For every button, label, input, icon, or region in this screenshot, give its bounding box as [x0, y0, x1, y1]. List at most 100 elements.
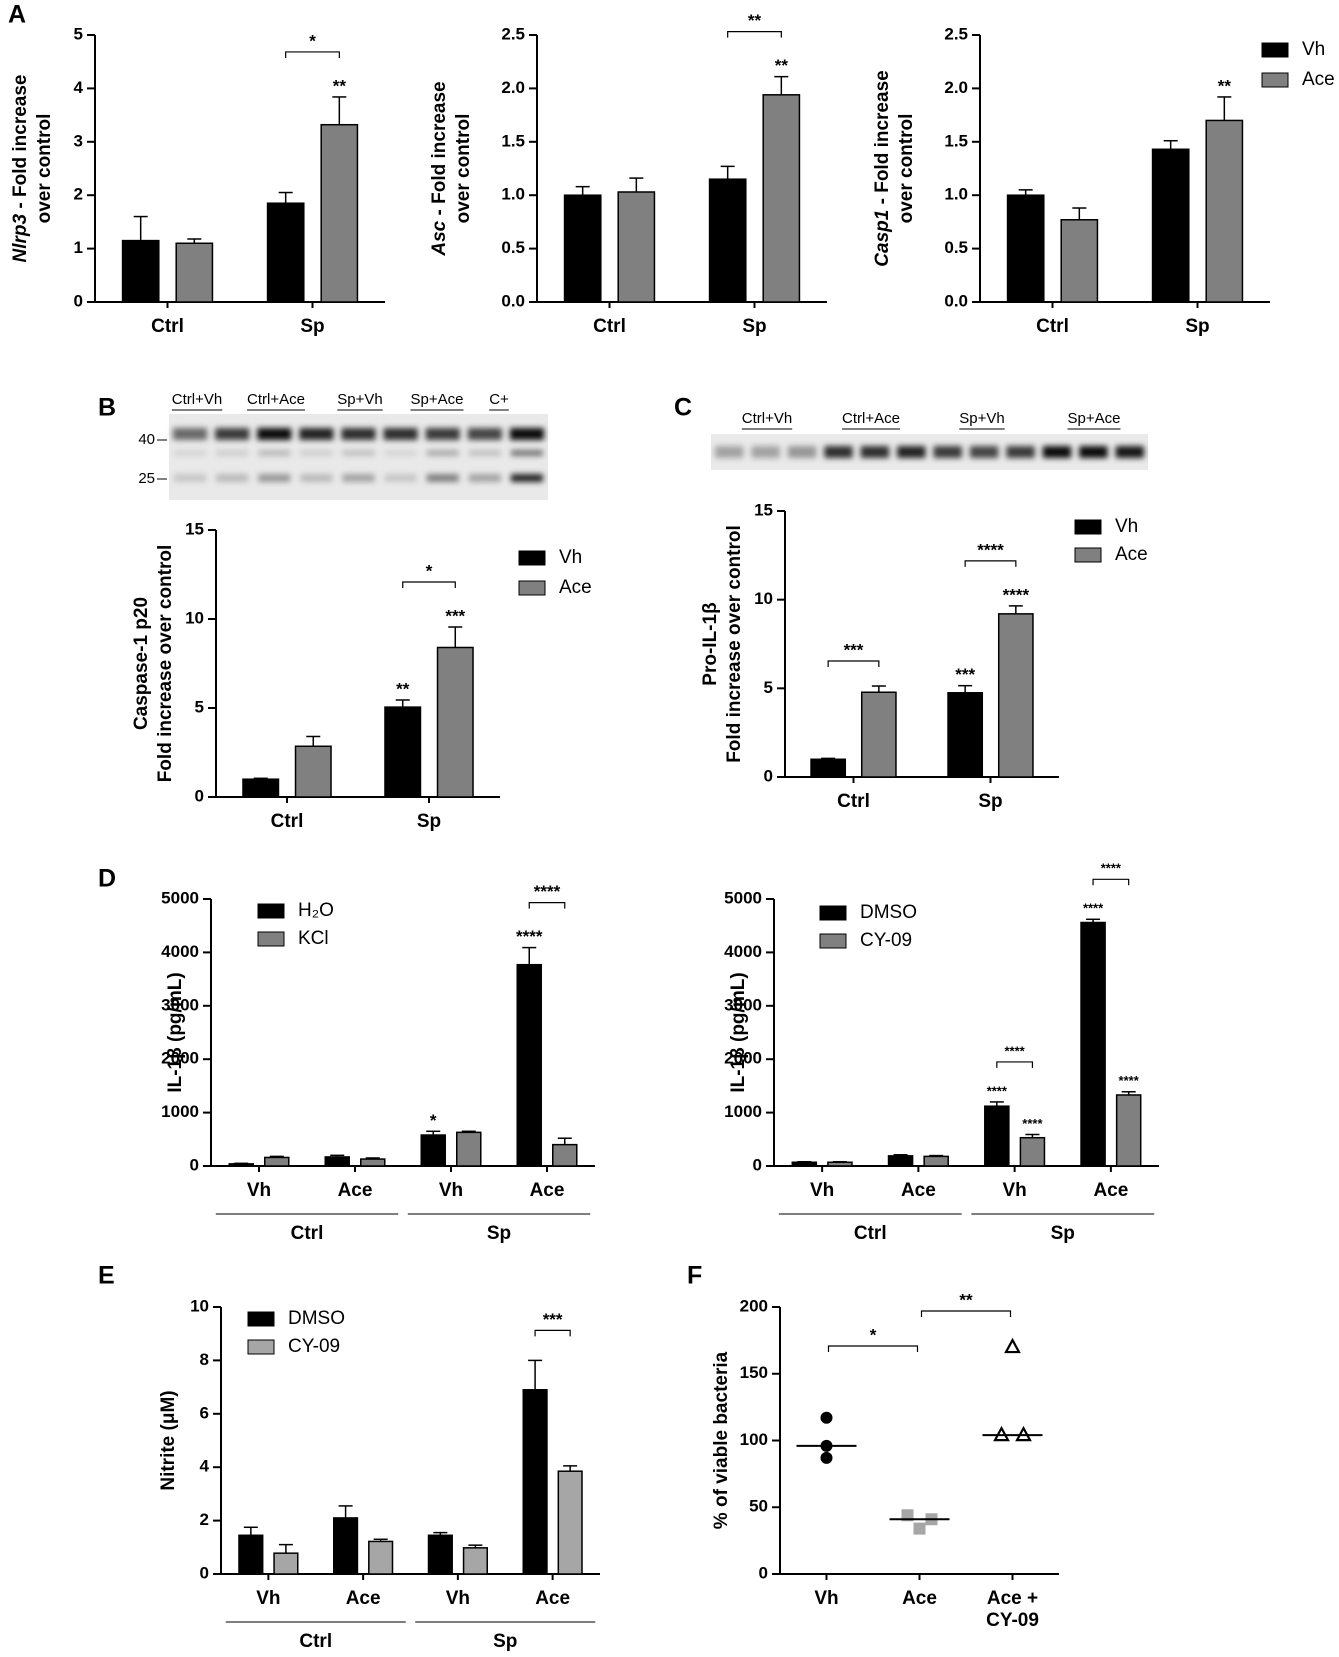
y-tick-label: 2000 [161, 1049, 199, 1068]
x-tick-label: Ctrl [151, 316, 184, 337]
y-tick-label: 8 [200, 1350, 209, 1369]
legend-label: DMSO [288, 1308, 345, 1329]
legend-label: DMSO [860, 902, 917, 923]
legend-swatch [518, 580, 546, 596]
lane-label: Ctrl+Ace [247, 391, 305, 408]
bar [242, 778, 280, 798]
x-tick-label: Vh [247, 1180, 271, 1201]
x-tick-label: Ace [535, 1588, 570, 1609]
bar [333, 1517, 359, 1575]
y-tick-label: 2.0 [944, 78, 968, 97]
bar [456, 1131, 482, 1167]
blot-band [384, 474, 417, 482]
legend-swatch [247, 1311, 275, 1327]
x-tick-label: CY-09 [986, 1610, 1039, 1631]
legend-label: Ace [1302, 69, 1335, 90]
significance-label: ** [959, 1290, 973, 1309]
x-tick-label: Sp [978, 791, 1002, 812]
significance-label: **** [1083, 901, 1104, 916]
blot-band [426, 450, 459, 456]
blot-band [824, 446, 853, 458]
bar [264, 1156, 290, 1167]
blot-band [510, 474, 543, 482]
legend-swatch [257, 903, 285, 919]
significance-bracket [727, 31, 782, 38]
panel-label: E [98, 1262, 115, 1290]
legend-label: Vh [1302, 39, 1325, 60]
bar [522, 1389, 548, 1575]
bar [617, 191, 656, 303]
y-tick-label: 3000 [724, 995, 762, 1014]
bar [552, 1143, 578, 1167]
significance-bracket [827, 1345, 919, 1352]
legend-label: Vh [1115, 516, 1138, 537]
significance-bracket [528, 901, 566, 909]
blot-band [715, 446, 744, 458]
y-axis-label: IL-1β (pg/mL) [165, 972, 186, 1092]
significance-label: ** [333, 76, 347, 95]
bar [273, 1552, 299, 1575]
blot-bands [715, 446, 1144, 458]
significance-label: *** [543, 1310, 563, 1329]
y-tick-label: 4000 [724, 942, 762, 961]
bar [384, 706, 422, 798]
lane-label: Sp+Vh [337, 391, 382, 408]
x-tick-label: Ace [530, 1180, 565, 1201]
marker-label: 25 [138, 470, 155, 487]
y-tick-label: 5000 [724, 888, 762, 907]
blot-band [787, 446, 817, 458]
blot-band [216, 450, 249, 456]
blot-background [169, 414, 548, 500]
y-tick-label: 0 [759, 1563, 768, 1582]
significance-label: **** [977, 540, 1004, 559]
significance-label: **** [516, 927, 543, 946]
bar [121, 239, 160, 303]
y-tick-label: 0.5 [501, 238, 525, 257]
blot-band [257, 428, 292, 440]
blot-band [383, 428, 418, 440]
significance-label: * [426, 561, 433, 580]
y-axis-label: Asc - Fold increase [429, 81, 450, 256]
lane-label: Ctrl+Ace [842, 410, 900, 427]
bar [420, 1134, 446, 1167]
blot-band [860, 446, 890, 458]
y-tick-label: 150 [740, 1363, 768, 1382]
y-axis-label: Nlrp3 - Fold increase [10, 75, 31, 263]
legend-swatch [257, 931, 285, 947]
significance-bracket [534, 1329, 571, 1337]
significance-label: *** [844, 641, 864, 660]
blot-band [751, 446, 780, 458]
point [820, 1411, 833, 1424]
bar [887, 1155, 914, 1167]
significance-label: * [870, 1325, 877, 1344]
y-tick-label: 10 [190, 1296, 209, 1315]
legend-label: Vh [559, 547, 582, 568]
bar [266, 202, 305, 303]
x-tick-label: Ace + [987, 1588, 1038, 1609]
legend-swatch [518, 550, 546, 566]
legend-label: Ace [1115, 544, 1148, 565]
y-tick-label: 15 [185, 519, 204, 538]
blot-band [173, 428, 208, 440]
significance-bracket [402, 581, 456, 589]
y-tick-label: 0.0 [501, 291, 525, 310]
y-tick-label: 5000 [161, 888, 199, 907]
point [901, 1509, 914, 1522]
bar [563, 194, 602, 303]
y-tick-label: 1.0 [501, 185, 525, 204]
x-tick-label: Ctrl [1036, 316, 1069, 337]
bar [1080, 921, 1106, 1167]
significance-bracket [964, 560, 1017, 567]
x-tick-label: Vh [810, 1180, 834, 1201]
bar [436, 646, 474, 798]
y-tick-label: 1.5 [944, 131, 968, 150]
bar [368, 1540, 394, 1575]
bar [516, 963, 542, 1167]
y-tick-label: 0 [753, 1155, 762, 1174]
y-tick-label: 4 [200, 1457, 210, 1476]
y-axis-label: over control [896, 114, 917, 224]
y-tick-label: 1000 [161, 1102, 199, 1121]
significance-label: **** [1119, 1073, 1140, 1088]
